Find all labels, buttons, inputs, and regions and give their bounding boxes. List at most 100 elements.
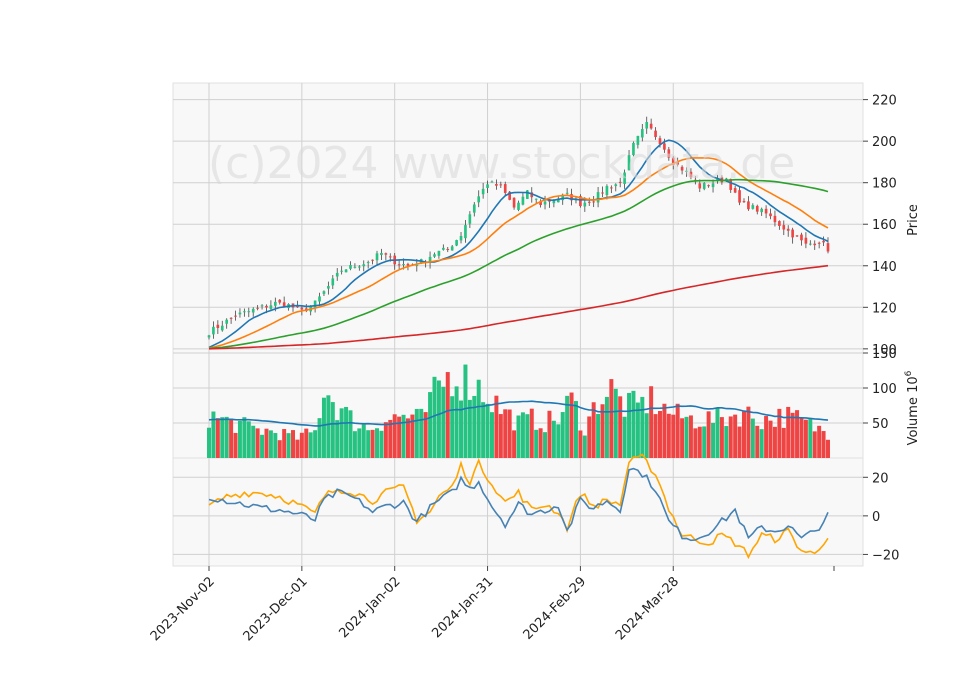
- volume-bar: [653, 414, 658, 458]
- volume-bar: [313, 430, 318, 458]
- candle-body: [556, 198, 560, 203]
- volume-bar: [454, 386, 459, 458]
- volume-bar: [746, 406, 751, 458]
- candle-body: [614, 184, 618, 187]
- volume-bar: [211, 411, 216, 458]
- candle-body: [243, 311, 246, 313]
- volume-bar: [379, 430, 384, 458]
- volume-bar: [229, 418, 234, 458]
- indicator-line-blue: [208, 467, 829, 542]
- candle-body: [583, 202, 587, 207]
- candle-body: [371, 259, 374, 261]
- volume-bar: [573, 401, 578, 458]
- volume-bar: [299, 432, 304, 458]
- volume-bar: [233, 432, 238, 458]
- candle-body: [464, 225, 467, 239]
- candle-body: [406, 263, 410, 266]
- candle-body: [433, 254, 436, 257]
- price-panel: [172, 82, 864, 354]
- candle-body: [627, 155, 631, 171]
- candle-body: [813, 243, 817, 246]
- volume-bar: [423, 412, 428, 458]
- x-tick-label: 2024-Mar-28: [613, 574, 682, 643]
- candle-body: [579, 196, 582, 207]
- volume-bar: [321, 397, 326, 458]
- volume-bar: [538, 428, 543, 458]
- candle-body: [640, 129, 644, 138]
- candle-body: [260, 305, 264, 307]
- candle-body: [499, 184, 503, 186]
- candle-body: [689, 171, 693, 178]
- candle-body: [490, 181, 494, 183]
- volume-bar: [498, 414, 503, 458]
- candle-body: [322, 291, 326, 294]
- volume-bar: [366, 430, 371, 458]
- volume-bar: [591, 402, 596, 458]
- indicator-tick-label: 20: [872, 471, 889, 486]
- candle-body: [388, 256, 392, 258]
- candle-body: [570, 194, 573, 201]
- volume-bar: [251, 425, 256, 458]
- volume-bar: [817, 425, 822, 458]
- candle-body: [238, 312, 242, 315]
- moving-average-lines: [208, 139, 829, 350]
- candle-body: [711, 183, 715, 188]
- candle-body: [344, 269, 348, 273]
- volume-bar: [414, 408, 419, 458]
- volume-bar: [326, 395, 331, 458]
- volume-bar: [812, 431, 817, 458]
- candle-body: [450, 246, 454, 251]
- candle-body: [353, 266, 357, 268]
- candle-body: [437, 250, 441, 256]
- volume-bar: [790, 412, 795, 458]
- candle-body: [530, 192, 534, 198]
- volume-bar: [516, 415, 521, 458]
- candle-body: [442, 247, 445, 250]
- volume-ma-line: [208, 400, 829, 427]
- volume-bar: [467, 399, 472, 458]
- volume-bar: [375, 428, 380, 458]
- candle-body: [384, 253, 388, 255]
- indicator-tick-label: −20: [872, 548, 899, 563]
- volume-bar: [627, 392, 632, 458]
- candle-body: [455, 240, 458, 246]
- price-tick-label: 160: [872, 218, 897, 233]
- price-axis-label: Price: [906, 204, 921, 236]
- candle-body: [822, 240, 825, 243]
- volume-bar: [622, 416, 627, 458]
- volume-bar: [657, 411, 662, 458]
- volume-bar: [649, 386, 654, 458]
- candle-body: [278, 299, 282, 303]
- volume-bar: [463, 364, 468, 458]
- volume-bar: [237, 420, 242, 458]
- volume-bar: [715, 407, 720, 458]
- candle-body: [495, 184, 498, 186]
- volume-bar: [529, 408, 534, 458]
- ma-line-50: [208, 178, 829, 350]
- volume-bar: [675, 403, 680, 458]
- x-tick-label: 2023-Nov-02: [148, 574, 218, 644]
- volume-bar: [803, 419, 808, 458]
- volume-bar: [503, 409, 508, 458]
- volume-bar: [777, 408, 782, 458]
- watermark: (c)2024 www.stockdata.de: [208, 138, 795, 189]
- volume-bar: [472, 395, 477, 458]
- volume-bar: [512, 430, 517, 458]
- candle-body: [234, 315, 237, 317]
- candle-body: [508, 191, 511, 200]
- candle-body: [296, 306, 299, 308]
- candle-body: [313, 300, 317, 308]
- candle-body: [375, 253, 379, 261]
- candle-body: [207, 335, 211, 338]
- volume-bar: [277, 440, 282, 458]
- candle-body: [534, 198, 538, 200]
- candle-body: [760, 208, 764, 213]
- volume-bar: [291, 430, 295, 458]
- volume-bar: [565, 395, 570, 458]
- volume-bar: [220, 417, 225, 458]
- candle-body: [698, 183, 702, 189]
- volume-bar: [728, 416, 733, 458]
- candle-body: [229, 317, 233, 319]
- candle-body: [256, 307, 259, 309]
- candle-body: [220, 325, 224, 331]
